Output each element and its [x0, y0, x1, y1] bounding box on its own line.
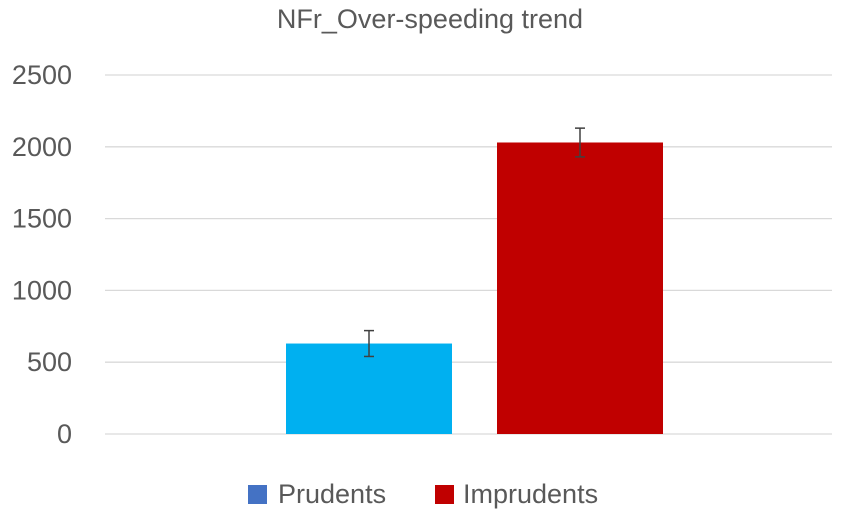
- bar-imprudents: [497, 142, 663, 434]
- legend-item-imprudents: Imprudents: [435, 479, 598, 509]
- legend-label-prudents: Prudents: [278, 479, 386, 509]
- legend-swatch-prudents: [248, 485, 267, 504]
- y-tick-label-1500: 1500: [12, 204, 72, 234]
- y-tick-label-2000: 2000: [12, 132, 72, 162]
- legend-label-imprudents: Imprudents: [463, 479, 598, 509]
- y-axis-tick-labels: 0 500 1000 1500 2000 2500: [12, 60, 72, 449]
- legend: Prudents Imprudents: [248, 479, 598, 509]
- y-tick-label-0: 0: [57, 419, 72, 449]
- bars: [286, 142, 663, 434]
- error-bar-prudents: [364, 329, 374, 358]
- y-tick-label-500: 500: [27, 347, 72, 377]
- y-tick-label-1000: 1000: [12, 275, 72, 305]
- legend-item-prudents: Prudents: [248, 479, 386, 509]
- bar-prudents: [286, 343, 452, 434]
- legend-swatch-imprudents: [435, 485, 454, 504]
- error-bars: [364, 127, 585, 358]
- y-tick-label-2500: 2500: [12, 60, 72, 90]
- gridlines: [105, 74, 832, 435]
- chart-title: NFr_Over-speeding trend: [277, 4, 583, 34]
- error-bar-imprudents: [575, 127, 585, 158]
